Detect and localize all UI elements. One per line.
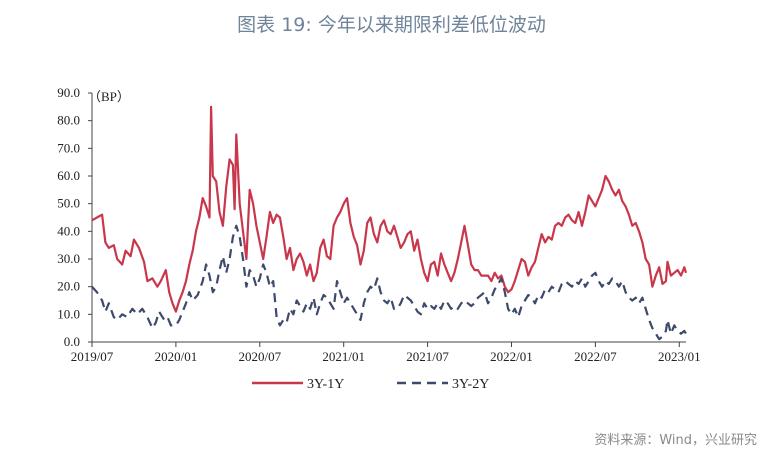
y-tick-label: 80.0 — [57, 113, 80, 128]
legend-label: 3Y-2Y — [452, 377, 489, 392]
series-layer — [91, 105, 688, 341]
legend: 3Y-1Y 3Y-2Y — [252, 377, 489, 392]
x-tick-label: 2021/07 — [406, 349, 449, 364]
series-line-3y-1y — [91, 105, 688, 313]
y-tick-label: 40.0 — [57, 223, 80, 238]
series-line-3y-2y — [91, 224, 687, 341]
y-tick-label: 90.0 — [57, 85, 80, 100]
x-axis: 2019/07 2020/01 2020/07 2021/01 2021/07 2022/… — [71, 341, 701, 364]
x-tick-label: 2020/01 — [155, 349, 198, 364]
x-tick-label: 2021/01 — [322, 349, 365, 364]
x-tick-label: 2022/07 — [574, 349, 617, 364]
y-tick-label: 50.0 — [57, 196, 80, 211]
y-unit-label: （BP） — [88, 89, 130, 104]
x-tick-label: 2022/01 — [490, 349, 533, 364]
source-note: 资料来源：Wind，兴业研究 — [594, 433, 757, 448]
x-tick-label: 2023/01 — [658, 349, 701, 364]
y-tick-label: 30.0 — [57, 251, 80, 266]
y-axis: 0.0 10.0 20.0 30.0 40.0 50.0 60.0 70.0 80.0 90.0 — [57, 85, 93, 349]
y-tick-label: 0.0 — [64, 334, 80, 349]
y-tick-label: 70.0 — [57, 140, 80, 155]
x-tick-label: 2019/07 — [71, 349, 114, 364]
chart-title: 图表 19: 今年以来期限利差低位波动 — [237, 14, 546, 36]
line-chart: 0.010.020.030.040.050.060.070.080.090.0 … — [57, 85, 701, 392]
y-tick-label: 60.0 — [57, 168, 80, 183]
y-tick-label: 20.0 — [57, 279, 80, 294]
x-tick-label: 2020/07 — [238, 349, 281, 364]
legend-label: 3Y-1Y — [307, 377, 344, 392]
y-tick-label: 10.0 — [57, 306, 80, 321]
